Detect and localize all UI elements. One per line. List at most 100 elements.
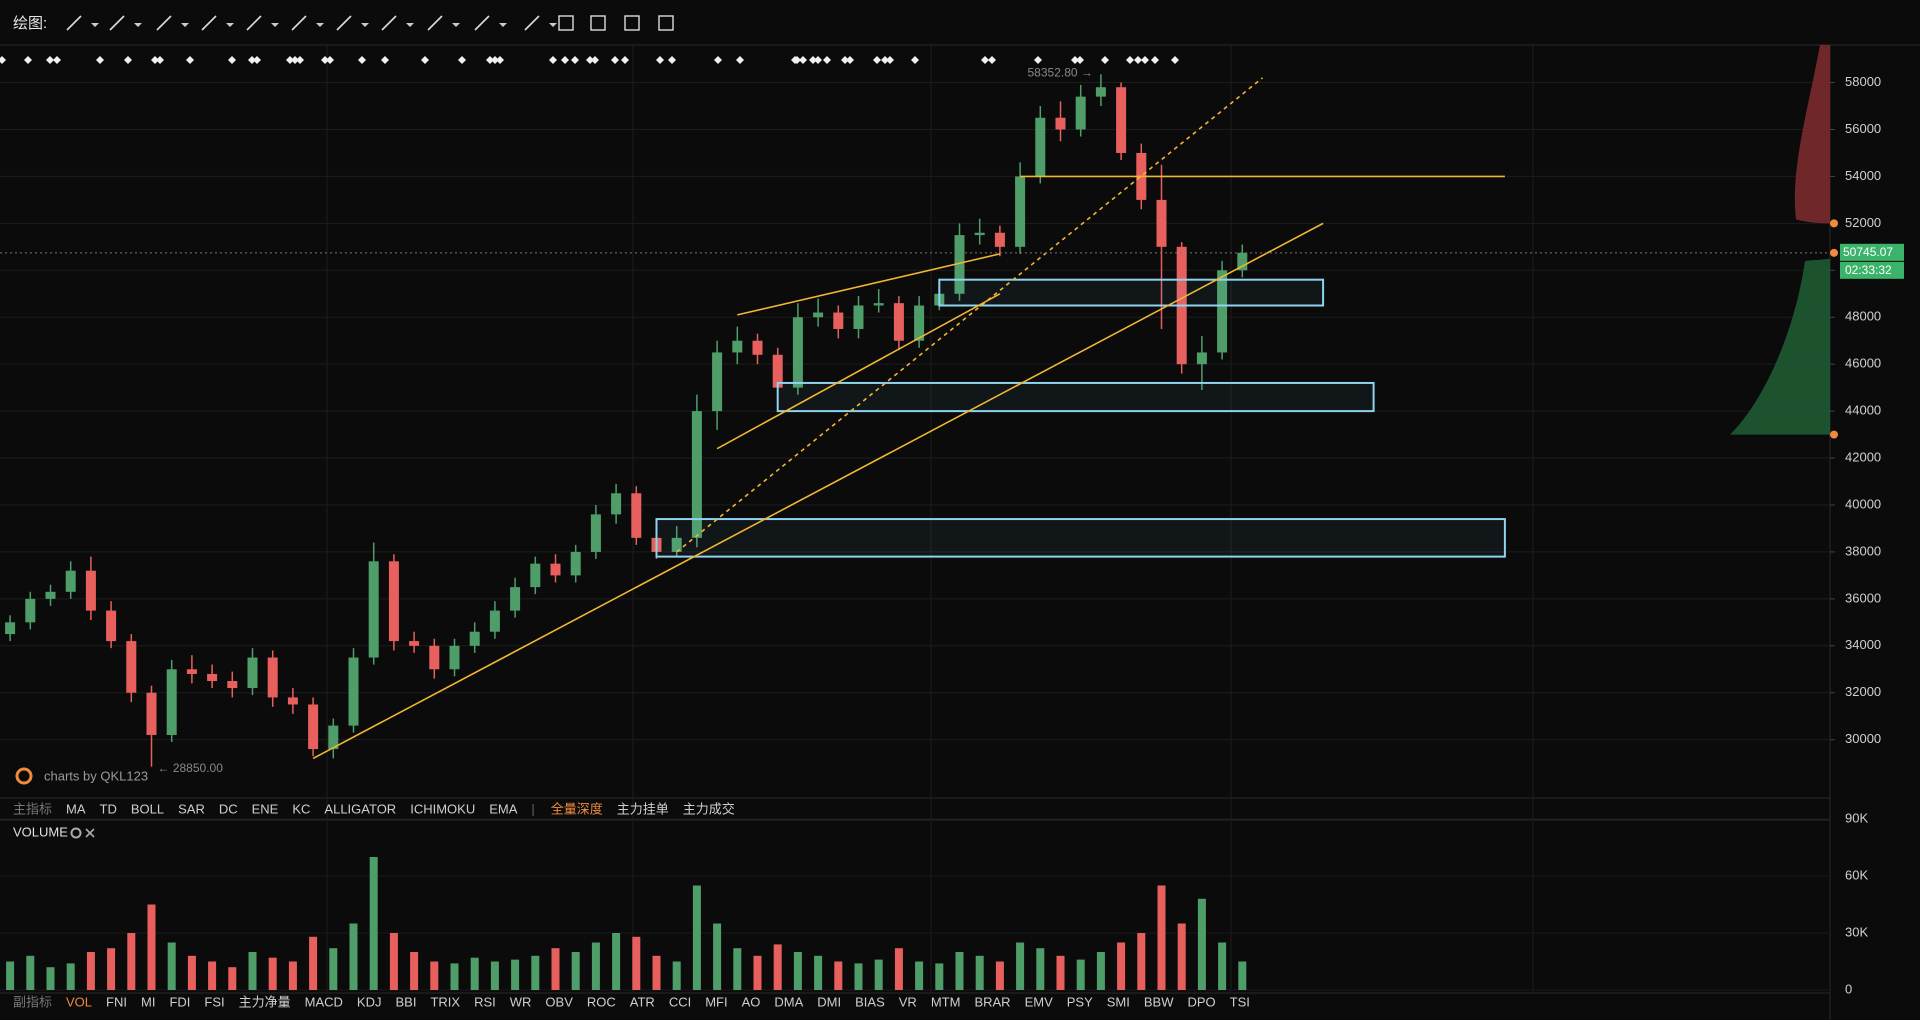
tool-icon[interactable] [624, 15, 640, 31]
candle-body [348, 657, 359, 726]
trend-line [676, 77, 1264, 553]
tool-dropdown[interactable] [226, 23, 234, 27]
indicator-tab[interactable]: TSI [1230, 994, 1250, 1009]
candle-body [207, 673, 218, 682]
tool-icon[interactable] [336, 15, 352, 31]
tool-dropdown[interactable] [406, 23, 414, 27]
depth-marker [1830, 248, 1838, 257]
event-marker [799, 56, 807, 64]
tool-icon[interactable] [558, 15, 574, 31]
tool-icon[interactable] [474, 15, 490, 31]
indicator-tab[interactable]: MTM [931, 994, 961, 1009]
tool-icon[interactable] [590, 15, 606, 31]
indicator-tab[interactable]: MA [66, 801, 86, 816]
indicator-tab[interactable]: TRIX [430, 994, 460, 1009]
indicator-tab[interactable]: BOLL [131, 801, 164, 816]
candle-body [510, 587, 521, 611]
volume-bar [470, 957, 479, 990]
indicator-tab[interactable]: ENE [252, 801, 279, 816]
indicator-tab[interactable]: EMV [1025, 994, 1054, 1009]
indicator-tab[interactable]: AO [742, 994, 761, 1009]
indicator-tab[interactable]: BIAS [855, 994, 885, 1009]
tool-dropdown[interactable] [452, 23, 460, 27]
event-marker [53, 56, 61, 64]
indicator-tab[interactable]: ALLIGATOR [324, 801, 396, 816]
tool-dropdown[interactable] [361, 23, 369, 27]
indicator-tab[interactable]: PSY [1067, 994, 1093, 1009]
volume-bar [1177, 923, 1186, 990]
volume-bar [531, 955, 540, 990]
indicator-tab[interactable]: FNI [106, 994, 127, 1009]
tool-dropdown[interactable] [134, 23, 142, 27]
indicator-tab[interactable]: MI [141, 994, 155, 1009]
event-marker [186, 56, 194, 64]
panel-title: VOLUME [13, 824, 68, 839]
settings-icon[interactable] [70, 827, 82, 839]
y-tick-label: 30000 [1845, 731, 1881, 746]
indicator-tab[interactable]: ICHIMOKU [410, 801, 475, 816]
candle-body [631, 493, 642, 538]
tool-dropdown[interactable] [91, 23, 99, 27]
volume-bar [753, 955, 762, 990]
depth-marker [1830, 430, 1838, 439]
indicator-tab[interactable]: BBW [1144, 994, 1174, 1009]
indicator-tab[interactable]: DMA [774, 994, 803, 1009]
tool-dropdown[interactable] [181, 23, 189, 27]
indicator-tab[interactable]: 主力成交 [683, 801, 735, 816]
indicator-tab[interactable]: 主力净量 [239, 994, 291, 1009]
candle-body [974, 232, 985, 236]
indicator-tab[interactable]: RSI [474, 994, 496, 1009]
indicator-tab[interactable]: ROC [587, 994, 616, 1009]
tool-dropdown[interactable] [271, 23, 279, 27]
candle-body [1217, 270, 1228, 353]
event-marker [248, 56, 256, 64]
indicator-tab[interactable]: MFI [705, 994, 727, 1009]
tool-icon[interactable] [658, 15, 674, 31]
indicator-tab[interactable]: KDJ [357, 994, 382, 1009]
indicator-tab[interactable]: BRAR [974, 994, 1010, 1009]
event-marker [591, 56, 599, 64]
tool-icon[interactable] [381, 15, 397, 31]
indicator-tab[interactable]: CCI [669, 994, 691, 1009]
indicator-tab[interactable]: DPO [1188, 994, 1216, 1009]
indicator-tab[interactable]: TD [100, 801, 117, 816]
event-marker [1076, 56, 1084, 64]
candle-body [146, 692, 157, 735]
indicator-tab[interactable]: KC [292, 801, 310, 816]
indicator-tab[interactable]: SAR [178, 801, 205, 816]
watermark: charts by QKL123 [44, 768, 148, 783]
indicator-tab[interactable]: FDI [169, 994, 190, 1009]
volume-bar [329, 948, 338, 990]
tool-dropdown[interactable] [316, 23, 324, 27]
volume-bar [167, 942, 176, 990]
indicator-tab[interactable]: OBV [545, 994, 573, 1009]
indicator-tab[interactable]: 主力挂单 [617, 801, 669, 816]
indicator-tab[interactable]: VR [899, 994, 917, 1009]
indicator-tab[interactable]: 全量深度 [551, 801, 603, 816]
indicator-tab[interactable]: DC [219, 801, 238, 816]
indicator-tab[interactable]: VOL [66, 994, 92, 1009]
indicator-tab[interactable]: ATR [630, 994, 655, 1009]
tool-dropdown[interactable] [499, 23, 507, 27]
candle-body [1035, 117, 1046, 177]
tool-icon[interactable] [427, 15, 443, 31]
tool-icon[interactable] [246, 15, 262, 31]
close-icon[interactable] [85, 828, 95, 838]
indicator-tab[interactable]: EMA [489, 801, 518, 816]
volume-bar [389, 933, 398, 990]
tool-icon[interactable] [109, 15, 125, 31]
tool-icon[interactable] [66, 15, 82, 31]
candle-body [813, 312, 824, 318]
indicator-tab[interactable]: MACD [305, 994, 343, 1009]
indicator-tab[interactable]: BBI [395, 994, 416, 1009]
tool-icon[interactable] [291, 15, 307, 31]
indicator-tab[interactable]: SMI [1107, 994, 1130, 1009]
indicator-tab[interactable]: WR [510, 994, 532, 1009]
indicator-tab[interactable]: DMI [817, 994, 841, 1009]
tool-icon[interactable] [201, 15, 217, 31]
tool-dropdown[interactable] [549, 23, 557, 27]
tool-icon[interactable] [524, 15, 540, 31]
tool-icon[interactable] [156, 15, 172, 31]
indicator-tab[interactable]: FSI [204, 994, 224, 1009]
candle-body [469, 631, 480, 646]
